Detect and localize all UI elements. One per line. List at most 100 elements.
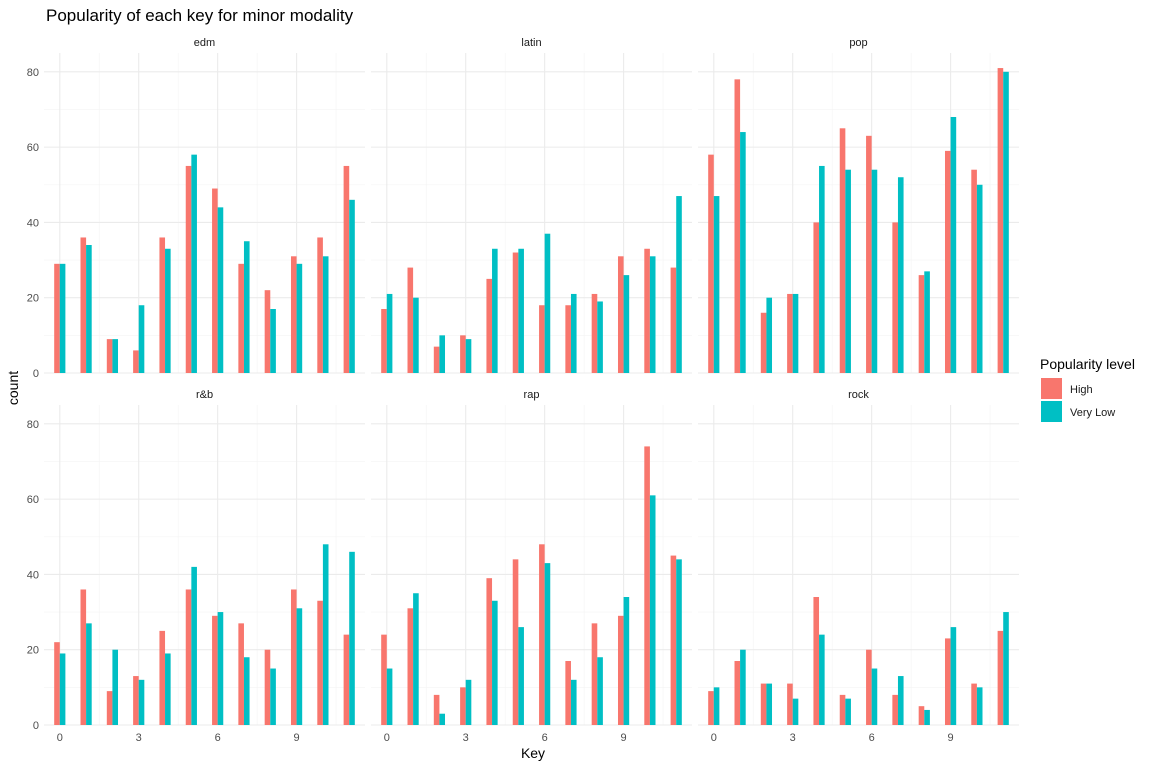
facet-strip-label: rap [524, 389, 540, 401]
bar-high [159, 237, 166, 373]
bar-high [734, 79, 741, 374]
facet-strip-label: r&b [196, 389, 213, 401]
bar-very-low [623, 275, 630, 373]
x-tick-label: 6 [542, 732, 548, 744]
bar-very-low [217, 207, 224, 373]
bar-high [591, 623, 598, 725]
x-tick-label: 9 [621, 732, 627, 744]
bar-very-low [676, 196, 682, 373]
bar-very-low [544, 563, 551, 725]
bar-high [539, 544, 545, 725]
bar-high [54, 642, 60, 725]
bar-very-low [322, 256, 329, 373]
bar-very-low [897, 676, 904, 725]
bar-high [892, 222, 898, 373]
bar-very-low [270, 309, 276, 373]
bar-high [343, 165, 350, 373]
bar-high [185, 589, 192, 725]
x-axis-title: Key [521, 745, 545, 761]
bar-very-low [492, 600, 498, 725]
facet-strip-label: rock [848, 389, 869, 401]
bar-very-low [465, 679, 472, 725]
bar-very-low [871, 169, 878, 373]
bar-high [343, 634, 350, 725]
x-tick-label: 0 [384, 732, 390, 744]
bar-very-low [86, 623, 92, 725]
bar-high [866, 649, 872, 725]
bar-high [670, 555, 677, 725]
bar-high [512, 559, 519, 725]
bar-high [539, 305, 545, 373]
bar-high [617, 256, 624, 373]
y-tick-label: 60 [27, 142, 39, 154]
bar-high [433, 694, 440, 725]
bar-very-low [766, 683, 773, 725]
bar-very-low [217, 612, 224, 725]
x-tick-label: 9 [294, 732, 300, 744]
bar-high [212, 188, 218, 373]
bar-very-low [296, 263, 303, 373]
x-tick-label: 3 [790, 732, 796, 744]
bar-very-low [897, 177, 904, 373]
legend-label: High [1070, 384, 1093, 396]
bar-high [159, 630, 166, 725]
facet-rap: rap 0 3 6 9 [371, 389, 692, 744]
bar-high [708, 154, 714, 373]
bar-high [264, 290, 271, 373]
bar-high [133, 350, 139, 373]
bar-very-low [59, 653, 66, 725]
bar-very-low [439, 713, 446, 725]
bar-very-low [792, 698, 799, 725]
bar-high [839, 694, 846, 725]
bar-very-low [518, 627, 524, 725]
bar-very-low [570, 679, 577, 725]
bar-high [565, 305, 571, 373]
bar-high [971, 169, 977, 373]
x-tick-label: 3 [463, 732, 469, 744]
facet-edm: edm 0 20 40 60 80 [27, 37, 365, 380]
bar-very-low [465, 339, 472, 373]
bar-very-low [570, 293, 577, 373]
y-tick-label: 0 [33, 720, 39, 732]
bar-very-low [349, 199, 355, 373]
bar-very-low [1003, 612, 1009, 725]
bar-high [892, 694, 898, 725]
bar-high [944, 638, 951, 725]
facet-rb: r&b 0 20 40 60 80 0 3 6 9 [27, 389, 365, 744]
facet-pop: pop [698, 37, 1019, 374]
bar-very-low [112, 339, 119, 373]
y-tick-label: 80 [27, 67, 39, 79]
bar-high [565, 661, 571, 725]
facet-strip-label: pop [849, 37, 867, 49]
y-tick-label: 20 [27, 293, 39, 305]
bar-high [106, 691, 113, 725]
bar-very-low [792, 293, 799, 373]
bar-very-low [165, 248, 171, 373]
bar-high [591, 293, 598, 373]
bar-high [644, 248, 650, 373]
bar-high [734, 661, 741, 725]
facet-rock: rock 0 3 6 9 [698, 389, 1019, 744]
bar-high [381, 309, 387, 373]
bar-very-low [845, 169, 851, 373]
bar-high [644, 446, 650, 725]
bar-high [512, 252, 519, 373]
chart-title: Popularity of each key for minor modalit… [46, 6, 354, 25]
bar-very-low [138, 305, 145, 373]
bar-high [997, 68, 1004, 373]
y-tick-label: 20 [27, 645, 39, 657]
bar-high [787, 683, 793, 725]
bar-high [264, 649, 271, 725]
bar-high [238, 263, 244, 373]
bar-very-low [59, 263, 66, 373]
bar-high [760, 683, 767, 725]
facet-strip-label: latin [521, 37, 541, 49]
bar-very-low [649, 495, 656, 725]
bar-very-low [623, 597, 630, 725]
bar-high [918, 706, 925, 725]
x-tick-label: 9 [948, 732, 954, 744]
bar-high [433, 346, 440, 373]
bar-high [486, 578, 493, 725]
bar-very-low [819, 634, 825, 725]
